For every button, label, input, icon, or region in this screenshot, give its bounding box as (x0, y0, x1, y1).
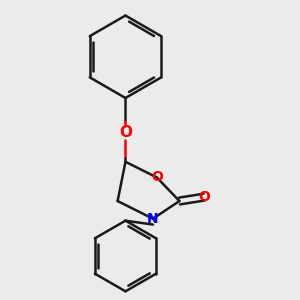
Text: O: O (198, 190, 210, 204)
Text: N: N (147, 212, 159, 226)
Text: O: O (119, 125, 132, 140)
Text: O: O (151, 170, 163, 184)
